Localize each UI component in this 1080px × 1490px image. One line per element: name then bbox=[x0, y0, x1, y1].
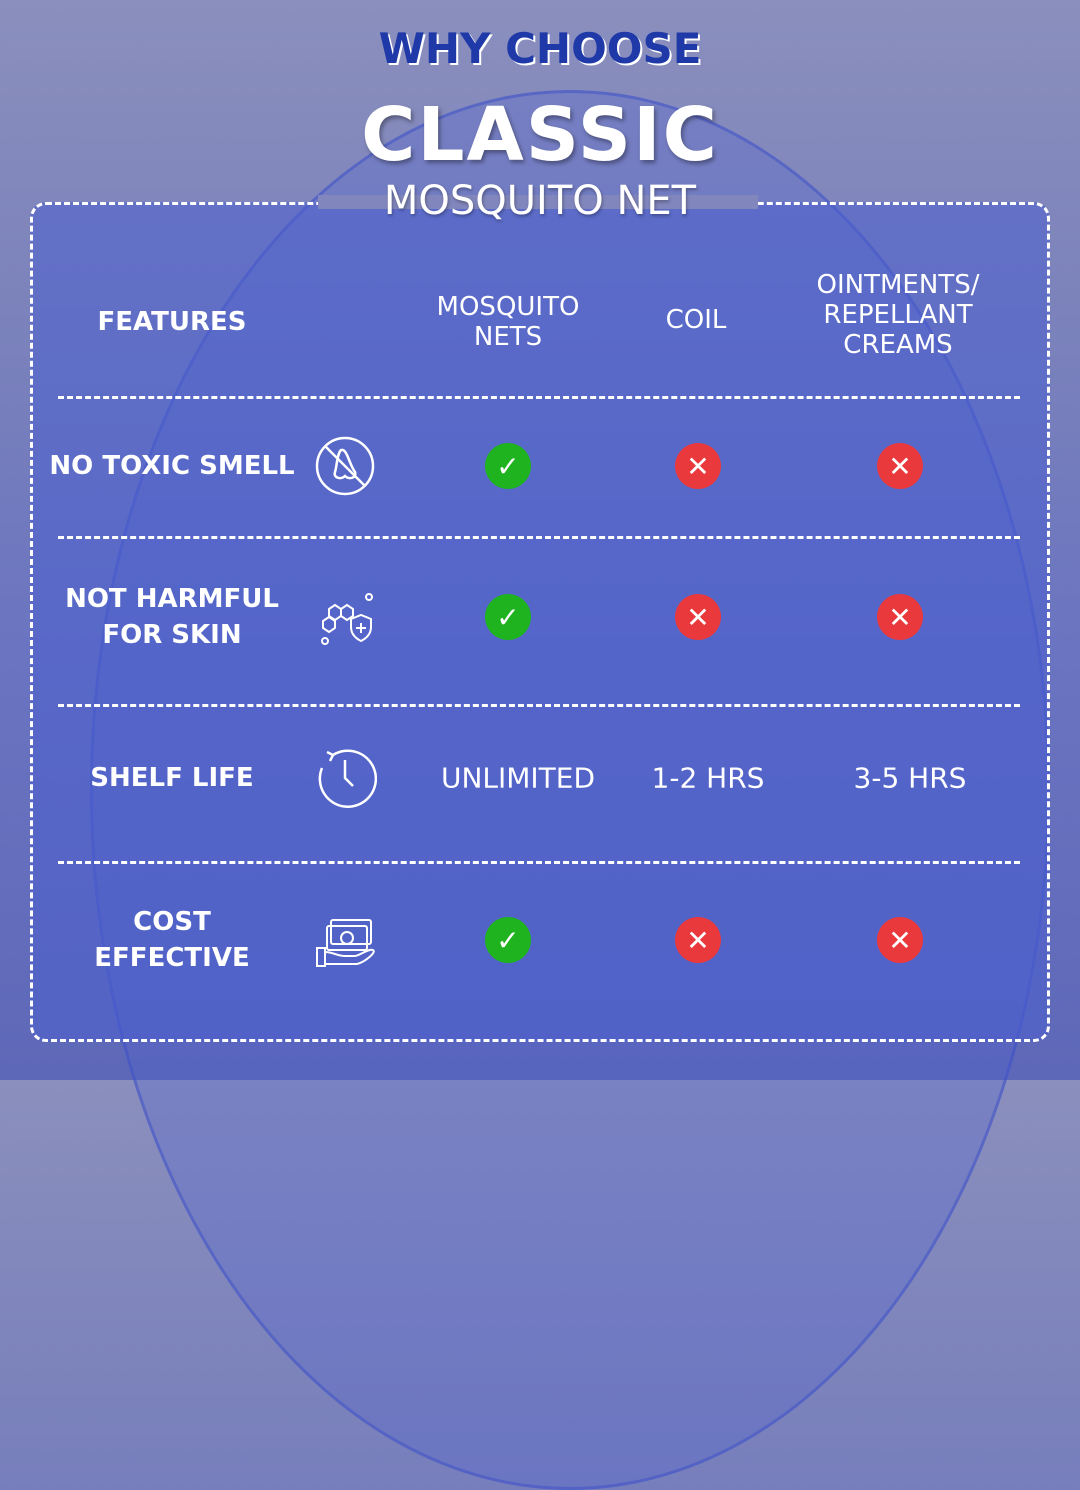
title-classic: CLASSIC bbox=[361, 92, 719, 178]
feature-label: NO TOXIC SMELL bbox=[49, 451, 295, 481]
title-why-choose: WHY CHOOSE bbox=[378, 24, 702, 73]
header-mosquito-nets: MOSQUITO NETS bbox=[436, 292, 580, 352]
feature-label: COST EFFECTIVE bbox=[94, 907, 250, 973]
cross-icon: ✕ bbox=[675, 594, 721, 640]
cash-hand-icon bbox=[316, 919, 375, 967]
cross-icon: ✕ bbox=[675, 917, 721, 963]
title-mosquito-net: MOSQUITO NET bbox=[383, 178, 697, 224]
check-icon: ✓ bbox=[485, 594, 531, 640]
cross-icon: ✕ bbox=[877, 594, 923, 640]
cross-icon: ✕ bbox=[675, 443, 721, 489]
no-smell-icon bbox=[315, 436, 375, 496]
skin-shield-icon bbox=[321, 593, 373, 645]
header-coil: COIL bbox=[665, 305, 727, 335]
value-coil: 1-2 HRS bbox=[651, 761, 765, 795]
value-nets: UNLIMITED bbox=[440, 761, 596, 795]
check-icon: ✓ bbox=[485, 443, 531, 489]
feature-label: SHELF LIFE bbox=[90, 763, 254, 793]
value-creams: 3-5 HRS bbox=[853, 761, 967, 795]
divider bbox=[58, 396, 1020, 399]
divider bbox=[58, 536, 1020, 539]
check-icon: ✓ bbox=[485, 917, 531, 963]
header-features: FEATURES bbox=[97, 307, 247, 337]
cross-icon: ✕ bbox=[877, 917, 923, 963]
header-creams: OINTMENTS/ REPELLANT CREAMS bbox=[816, 270, 980, 360]
cross-icon: ✕ bbox=[877, 443, 923, 489]
divider bbox=[58, 704, 1020, 707]
clock-icon bbox=[318, 749, 377, 808]
feature-label: NOT HARMFUL FOR SKIN bbox=[65, 584, 279, 650]
divider bbox=[58, 861, 1020, 864]
